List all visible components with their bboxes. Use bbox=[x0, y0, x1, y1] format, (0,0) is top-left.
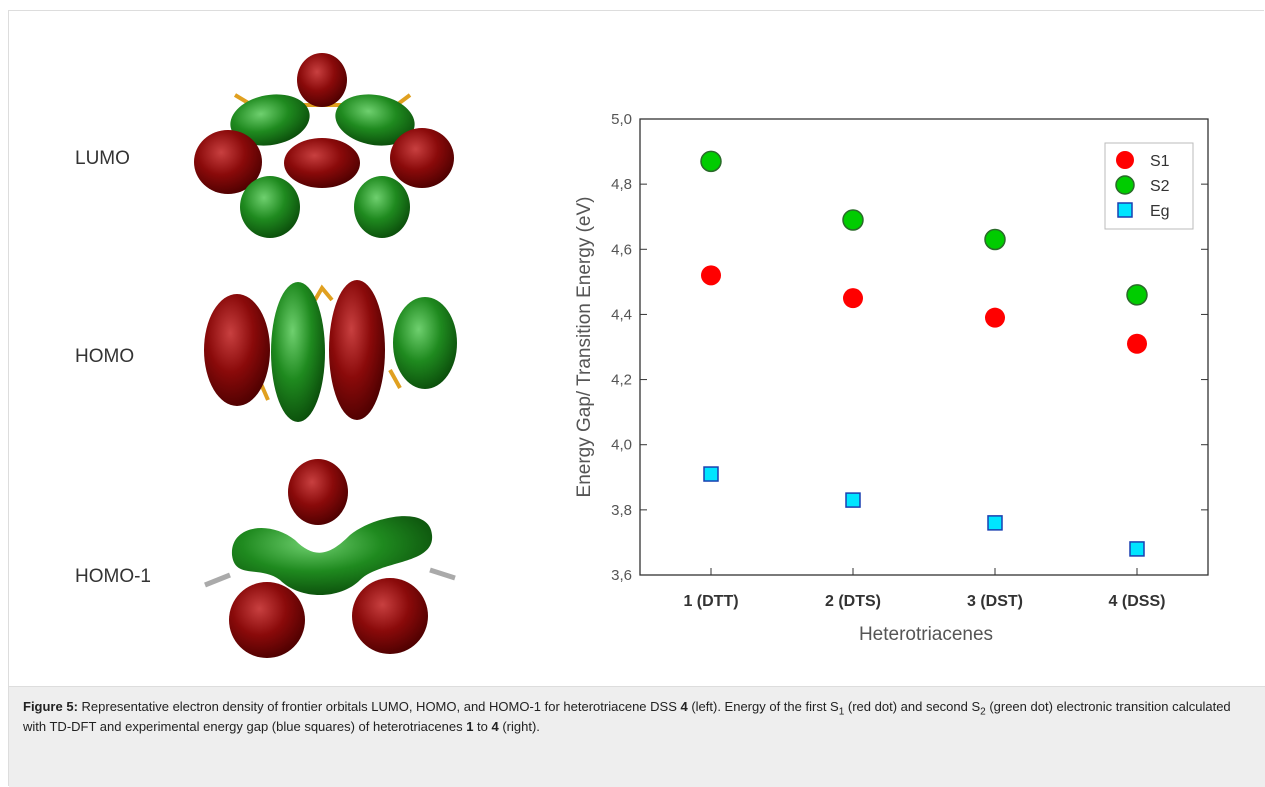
lumo-orbital bbox=[194, 53, 454, 238]
orbital-label: HOMO-1 bbox=[75, 566, 151, 587]
orbital-label: HOMO bbox=[75, 346, 134, 367]
caption-text: (right). bbox=[498, 719, 540, 734]
caption-text: 4 bbox=[491, 719, 499, 734]
caption-text: (left). Energy of the first S bbox=[687, 699, 839, 714]
caption-label: Figure 5: bbox=[23, 699, 78, 714]
figure-caption: Figure 5: Representative electron densit… bbox=[9, 686, 1265, 787]
homo-orbital bbox=[204, 280, 457, 422]
caption-text: to bbox=[473, 719, 492, 734]
orbital-label: LUMO bbox=[75, 148, 130, 169]
caption-text: 4 bbox=[680, 699, 688, 714]
orbital-panel: LUMO HOMO HOMO-1 bbox=[75, 53, 457, 658]
caption-text: (red dot) and second S bbox=[844, 699, 981, 714]
caption-text: 2 bbox=[980, 706, 986, 718]
caption-text: (green dot) electronic transition calcul… bbox=[23, 699, 1231, 734]
caption-text: Representative electron density of front… bbox=[77, 699, 681, 714]
caption-text: 1 bbox=[838, 706, 845, 718]
homo-1-orbital bbox=[204, 459, 456, 658]
caption-text: 1 bbox=[466, 719, 474, 734]
